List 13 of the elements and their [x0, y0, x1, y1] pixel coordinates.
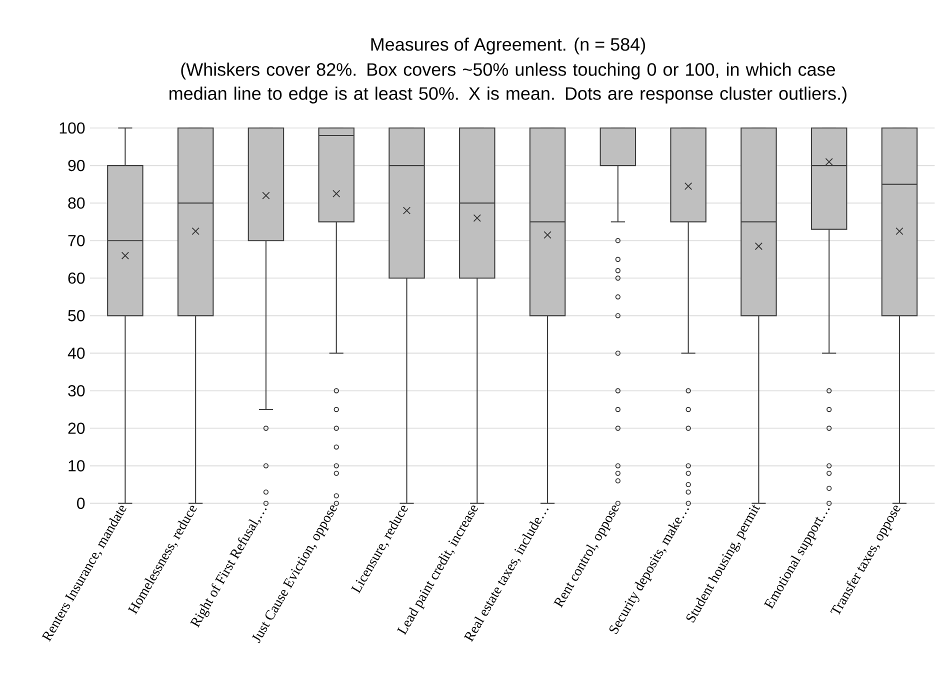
- y-tick-label: 80: [68, 197, 85, 209]
- y-tick-label: 40: [68, 348, 85, 359]
- y-tick-label: 70: [68, 234, 85, 246]
- chart-title: Measures of Agreement. (n = 584): [371, 38, 645, 54]
- y-tick-label: 20: [68, 422, 85, 434]
- chart-subtitle: (Whiskers cover 82%. Box covers ~50% unless touching 0 or 100, in which case median line to edge is at least 50%. X is mean. Dots are response cluster outliers.): [170, 62, 846, 104]
- y-tick-label: 10: [68, 460, 85, 472]
- y-tick-label: 100: [60, 122, 85, 134]
- y-tick-label: 30: [68, 385, 85, 396]
- y-tick-label: 60: [68, 272, 85, 284]
- y-tick-label: 90: [68, 160, 85, 172]
- y-tick-label: 50: [68, 310, 85, 322]
- y-tick-label: 0: [77, 498, 85, 510]
